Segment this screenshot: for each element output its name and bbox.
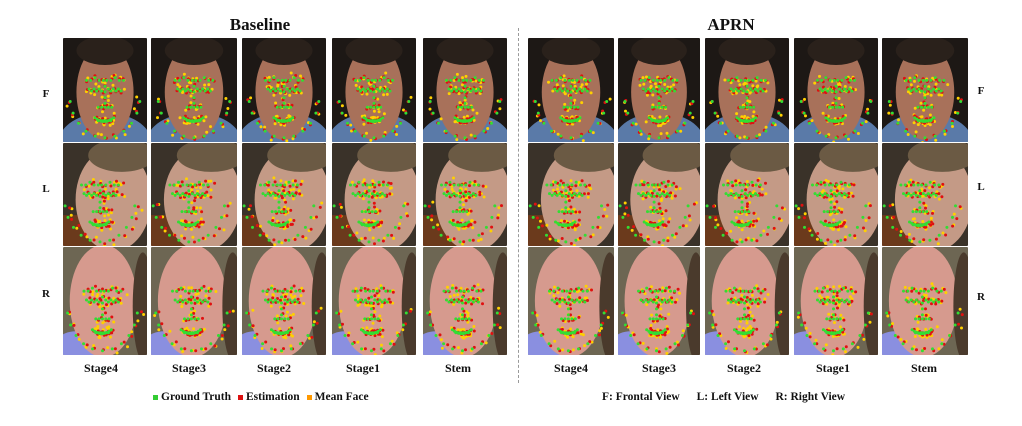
view-legend-right: R: Right View [775, 391, 846, 403]
face-image-tile [332, 38, 416, 142]
legend: Ground Truth Estimation Mean Face [153, 391, 369, 403]
legend-label-ground-truth: Ground Truth [161, 391, 231, 403]
face-image-tile [151, 247, 237, 355]
legend-swatch-estimation [238, 394, 243, 400]
panel-title-baseline: Baseline [229, 15, 291, 34]
legend-swatch-ground-truth [153, 394, 158, 400]
row-label-left-left: L [42, 183, 50, 195]
face-image-tile [705, 247, 789, 355]
face-image-tile [705, 143, 789, 246]
face-image-tile [63, 247, 147, 355]
face-image-tile [618, 38, 700, 142]
face-image-tile [882, 247, 968, 355]
face-image-tile [63, 38, 147, 142]
row-label-left-right: L [977, 181, 985, 193]
face-image-tile [242, 247, 326, 355]
face-image-tile [528, 38, 614, 142]
face-image-tile [882, 143, 968, 246]
stage-label: Stage2 [257, 361, 291, 375]
face-image-tile [332, 143, 416, 246]
row-label-right-right: R [977, 291, 985, 303]
face-image-tile [423, 143, 507, 246]
stage-label: Stage3 [642, 361, 676, 375]
face-image-tile [332, 247, 416, 355]
stage-label: Stage1 [816, 361, 850, 375]
face-image-tile [528, 143, 614, 246]
row-label-frontal-left: F [42, 88, 50, 100]
stage-label: Stem [445, 361, 471, 375]
panel-divider [518, 28, 519, 383]
stage-label: Stage1 [346, 361, 380, 375]
legend-swatch-mean-face [306, 394, 312, 400]
view-legend-frontal: F: Frontal View [602, 391, 680, 403]
face-image-tile [423, 38, 507, 142]
stage-label: Stage4 [84, 361, 118, 375]
face-image-tile [151, 143, 237, 246]
stage-label: Stage2 [727, 361, 761, 375]
face-image-tile [423, 247, 507, 355]
row-label-frontal-right: F [977, 85, 985, 97]
face-image-tile [63, 143, 147, 246]
face-image-tile [794, 247, 878, 355]
stage-label: Stage3 [172, 361, 206, 375]
face-image-tile [528, 247, 614, 355]
face-image-tile [242, 38, 326, 142]
stage-label: Stem [911, 361, 937, 375]
face-image-tile [242, 143, 326, 246]
view-legend: F: Frontal View L: Left View R: Right Vi… [602, 391, 859, 403]
face-image-tile [618, 247, 700, 355]
face-image-tile [151, 38, 237, 142]
face-image-tile [618, 143, 700, 246]
legend-label-estimation: Estimation [246, 391, 300, 403]
legend-label-mean-face: Mean Face [314, 391, 369, 403]
stage-label: Stage4 [554, 361, 588, 375]
face-image-tile [705, 38, 789, 142]
face-image-tile [794, 38, 878, 142]
row-label-right-left: R [42, 288, 50, 300]
face-image-tile [794, 143, 878, 246]
panel-title-aprn: APRN [707, 15, 755, 34]
view-legend-left: L: Left View [696, 391, 759, 403]
face-image-tile [882, 38, 968, 142]
